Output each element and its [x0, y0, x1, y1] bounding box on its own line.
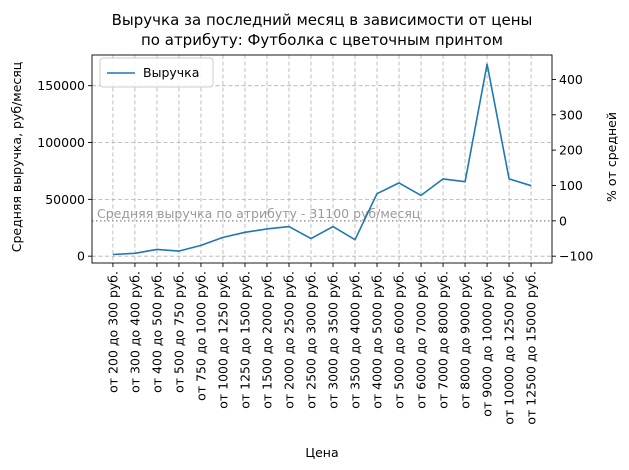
y2-axis-label: % от средней	[604, 112, 619, 202]
y2-tick-label: 100	[559, 178, 583, 193]
series-lines	[112, 63, 532, 256]
y-tick-label: 100000	[37, 135, 85, 150]
legend-label-revenue: Выручка	[143, 65, 199, 80]
reference-line-group: Средняя выручка по атрибуту - 31100 руб/…	[92, 206, 552, 222]
x-tick-label: от 5000 до 6000 руб.	[392, 271, 407, 409]
x-tick-label: от 10000 до 12500 руб.	[502, 271, 517, 425]
x-tick-label: от 200 до 300 руб.	[105, 271, 120, 393]
x-tick-label: от 300 до 400 руб.	[127, 271, 142, 393]
y-tick-label: 50000	[45, 192, 85, 207]
x-tick-label: от 3500 до 4000 руб.	[348, 271, 363, 409]
x-axis-label: Цена	[305, 445, 338, 460]
y-tick-label: 150000	[37, 78, 85, 93]
y2-tick-label: 300	[559, 107, 583, 122]
x-tick-label: от 400 до 500 руб.	[149, 271, 164, 393]
y2-tick-label: 400	[559, 72, 583, 87]
y-axis-left: 0 50000 100000 150000	[37, 78, 92, 264]
y2-tick-label: 200	[559, 143, 583, 158]
series-line-revenue	[112, 63, 532, 256]
chart-title-line-2: по атрибуту: Футболка с цветочным принто…	[141, 31, 503, 49]
x-tick-label: от 6000 до 7000 руб.	[414, 271, 429, 409]
x-axis: от 200 до 300 руб. от 300 до 400 руб. от 4…	[105, 263, 539, 425]
chart-title-line-1: Выручка за последний месяц в зависимости…	[112, 11, 533, 29]
x-tick-label: от 2000 до 2500 руб.	[282, 271, 297, 409]
x-tick-label: от 9000 до 10000 руб.	[480, 271, 495, 417]
x-tick-label: от 3000 до 3500 руб.	[326, 271, 341, 409]
y-axis-label: Средняя выручка, руб/месяц	[9, 62, 24, 253]
y-axis-right: −100 0 100 200 300 400	[552, 72, 593, 264]
grid-lines	[92, 55, 552, 263]
x-tick-label: от 750 до 1000 руб.	[193, 271, 208, 401]
x-tick-label: от 4000 до 5000 руб.	[370, 271, 385, 409]
x-tick-label: от 7000 до 8000 руб.	[436, 271, 451, 409]
x-tick-label: от 1250 до 1500 руб.	[238, 271, 253, 409]
legend-box	[99, 57, 214, 88]
legend: Выручка	[99, 57, 214, 88]
reference-line-label: Средняя выручка по атрибуту - 31100 руб/…	[97, 206, 420, 221]
x-tick-label: от 500 до 750 руб.	[171, 271, 186, 393]
y-tick-label: 0	[77, 249, 85, 264]
x-tick-label: от 12500 до 15000 руб.	[524, 271, 539, 425]
y2-tick-label: −100	[559, 249, 593, 264]
x-tick-label: от 8000 до 9000 руб.	[458, 271, 473, 409]
x-tick-label: от 1000 до 1250 руб.	[216, 271, 231, 409]
plot-frame	[91, 54, 553, 264]
y2-tick-label: 0	[559, 213, 567, 228]
x-tick-label: от 1500 до 2000 руб.	[260, 271, 275, 409]
x-tick-label: от 2500 до 3000 руб.	[304, 271, 319, 409]
